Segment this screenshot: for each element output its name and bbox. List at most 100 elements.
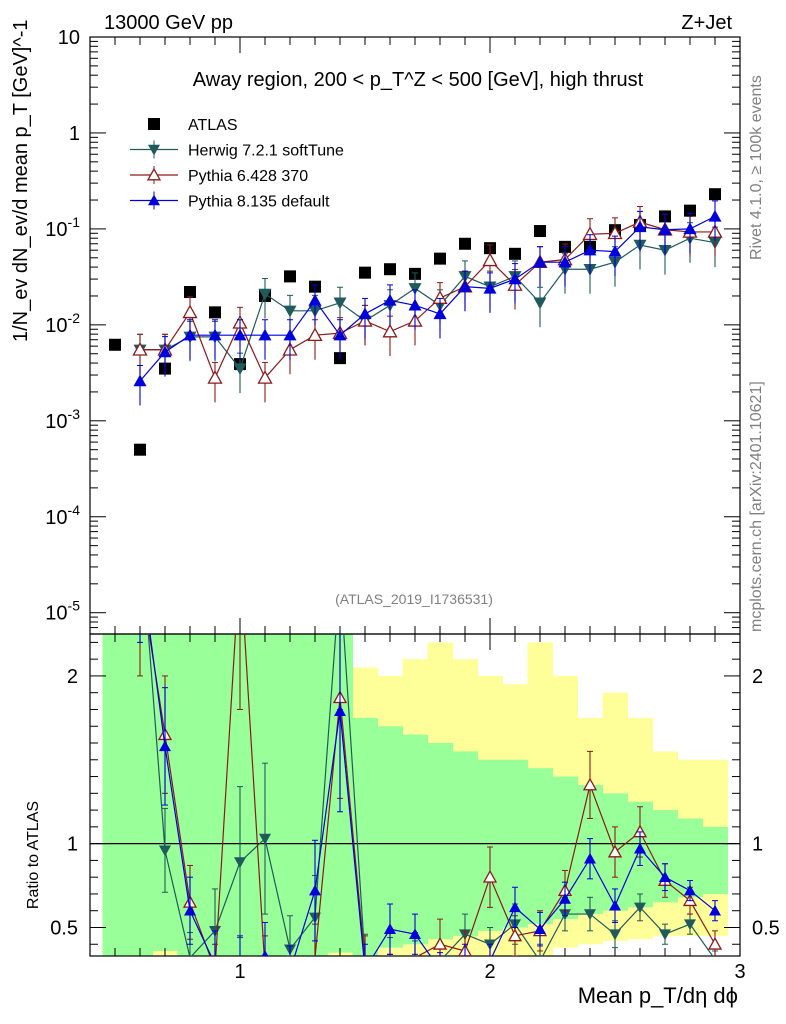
energy-label: 13000 GeV pp [104, 12, 233, 34]
data-point [258, 288, 272, 301]
legend-marker [148, 118, 160, 130]
data-point [134, 443, 146, 456]
data-point [233, 328, 247, 341]
data-point [132, 341, 148, 356]
ratio-point [159, 845, 171, 857]
series-line [140, 237, 716, 370]
ratio-point [259, 833, 271, 845]
data-point [283, 305, 297, 318]
data-point [258, 328, 272, 341]
legend-item-3: Pythia 8.135 default [130, 191, 330, 211]
mcplots-label: mcplots.cern.ch [arXiv:2401.10621] [748, 381, 765, 632]
data-point [307, 327, 323, 342]
x-tick-label: 3 [734, 961, 745, 983]
ratio-ylabel: Ratio to ATLAS [25, 801, 42, 909]
data-point [709, 188, 721, 201]
series-line [140, 221, 715, 380]
ratio-point [707, 936, 723, 950]
data-point [257, 370, 273, 384]
data-point [383, 293, 397, 306]
ratio-point [684, 884, 696, 896]
main-ylabel: 1/N_ev dN_ev/d mean p_T [GeV]^-1 [10, 19, 32, 342]
y-tick-label: 10-2 [45, 310, 80, 337]
ratio-point [159, 740, 171, 752]
data-point [209, 306, 221, 319]
y-tick-label: 10-1 [45, 214, 80, 241]
data-point [208, 328, 222, 341]
ratio-y-tick-label: 2 [67, 666, 78, 688]
ratio-point [507, 928, 523, 942]
data-point [333, 297, 347, 310]
data-point [708, 209, 722, 222]
data-point [333, 328, 347, 341]
band-green [427, 743, 453, 940]
ratio-point [584, 909, 596, 921]
ratio-point [584, 852, 596, 864]
band-green [277, 634, 303, 956]
data-point [382, 323, 398, 338]
data-point [384, 263, 396, 276]
data-point [207, 370, 223, 384]
ratio-point [684, 919, 696, 931]
data-point [184, 286, 196, 299]
ratio-series-3 [137, 634, 721, 956]
ratio-point [534, 923, 546, 934]
data-point [233, 363, 247, 376]
legend-label: ATLAS [188, 117, 238, 134]
data-point [158, 345, 172, 358]
ratio-point [607, 844, 623, 858]
band-green [402, 734, 428, 945]
ratio-y-tick-label: 1 [67, 834, 78, 856]
analysis-id-label: (ATLAS_2019_I1736531) [335, 591, 493, 607]
data-point [434, 252, 446, 265]
data-point [658, 223, 672, 235]
data-point [608, 245, 622, 257]
data-point [459, 237, 471, 250]
series-1 [133, 222, 722, 394]
ratio-point [609, 929, 621, 941]
legend-label: Herwig 7.2.1 softTune [188, 143, 344, 160]
ratio-point [634, 902, 646, 914]
ratio-point [509, 901, 521, 913]
data-point [533, 255, 547, 268]
ratio-point [234, 857, 246, 869]
data-point [533, 297, 547, 310]
data-point [359, 266, 371, 279]
ratio-point [582, 777, 598, 791]
ratio-y-tick-label: 0.5 [50, 917, 78, 939]
data-point [508, 272, 522, 285]
process-label: Z+Jet [681, 12, 732, 34]
data-point [182, 304, 198, 319]
data-point [458, 280, 472, 292]
legend-label: Pythia 6.428 370 [188, 168, 308, 185]
plot-title: Away region, 200 < p_T^Z < 500 [GeV], hi… [193, 69, 644, 91]
ratio-y-tick-label-right: 0.5 [752, 917, 780, 939]
legend-marker [146, 167, 162, 181]
y-tick-label: 10-5 [45, 598, 80, 625]
series-line [139, 215, 716, 382]
xlabel: Mean p_T/dη dϕ [578, 983, 738, 1008]
data-point [583, 243, 597, 256]
data-point [408, 283, 422, 295]
ratio-point [309, 884, 321, 896]
data-point [483, 281, 497, 294]
band-green [702, 826, 728, 894]
data-point [433, 307, 447, 320]
ratio-point [432, 936, 448, 950]
ratio-point [659, 929, 671, 941]
series-3 [133, 200, 722, 406]
legend-marker [148, 144, 160, 156]
legend-item-0: ATLAS [148, 117, 238, 134]
data-point [109, 338, 121, 351]
ratio-y-tick-label-right: 2 [752, 666, 763, 688]
main-series [109, 188, 723, 456]
ratio-point [709, 904, 721, 916]
legend-item-2: Pythia 6.428 370 [130, 166, 308, 185]
y-tick-label: 10-3 [45, 406, 80, 433]
legend: ATLAS Herwig 7.2.1 softTune Pythia 6.428 3… [130, 117, 344, 211]
data-point [308, 293, 322, 306]
ratio-point [634, 842, 646, 854]
legend-label: Pythia 8.135 default [188, 194, 330, 211]
rivet-version-label: Rivet 4.1.0, ≥ 100k events [748, 75, 765, 260]
